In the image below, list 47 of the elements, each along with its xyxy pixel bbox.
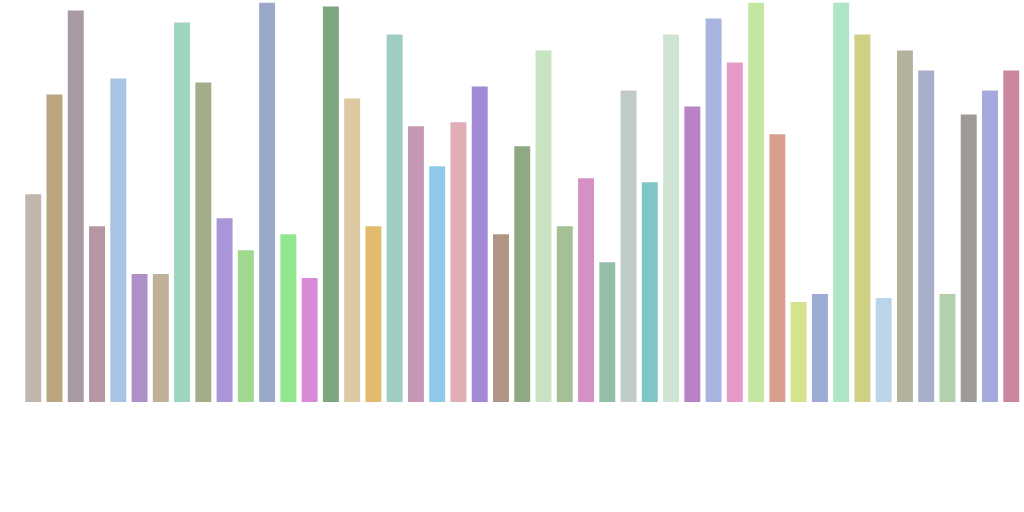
bar	[535, 50, 552, 402]
bar	[493, 234, 509, 402]
bar	[131, 274, 148, 402]
bar	[896, 50, 913, 402]
bar	[748, 2, 765, 402]
bar	[960, 114, 977, 402]
bar	[471, 86, 488, 402]
bar	[769, 134, 786, 402]
bar	[918, 70, 935, 402]
bar	[790, 302, 807, 402]
bar	[322, 6, 339, 402]
bar	[365, 226, 382, 402]
bar	[46, 94, 63, 402]
bar	[386, 34, 403, 402]
bar	[620, 90, 637, 402]
bar	[833, 2, 850, 402]
bar	[875, 298, 892, 402]
bar	[684, 106, 701, 402]
bar	[110, 78, 127, 402]
bar	[280, 234, 297, 402]
bar	[556, 226, 573, 402]
bar	[641, 182, 658, 402]
bar	[89, 226, 105, 402]
bar	[152, 274, 169, 402]
bar	[195, 82, 212, 402]
bar	[1003, 70, 1020, 402]
bar	[301, 278, 318, 402]
bar	[514, 146, 531, 402]
bar	[663, 34, 680, 402]
bar	[259, 2, 276, 402]
bar	[407, 126, 424, 402]
bar	[578, 178, 594, 402]
bar	[67, 10, 84, 402]
bar	[939, 294, 956, 402]
bar	[174, 22, 191, 402]
bar	[726, 62, 743, 402]
bar	[429, 166, 446, 402]
bar	[25, 194, 42, 402]
bar	[344, 98, 361, 402]
bar	[811, 294, 828, 402]
bar	[216, 218, 233, 402]
bar	[450, 122, 467, 402]
bar	[705, 18, 722, 402]
bar	[599, 262, 616, 402]
bar	[854, 34, 871, 402]
bar	[982, 90, 998, 402]
bar	[237, 250, 254, 402]
